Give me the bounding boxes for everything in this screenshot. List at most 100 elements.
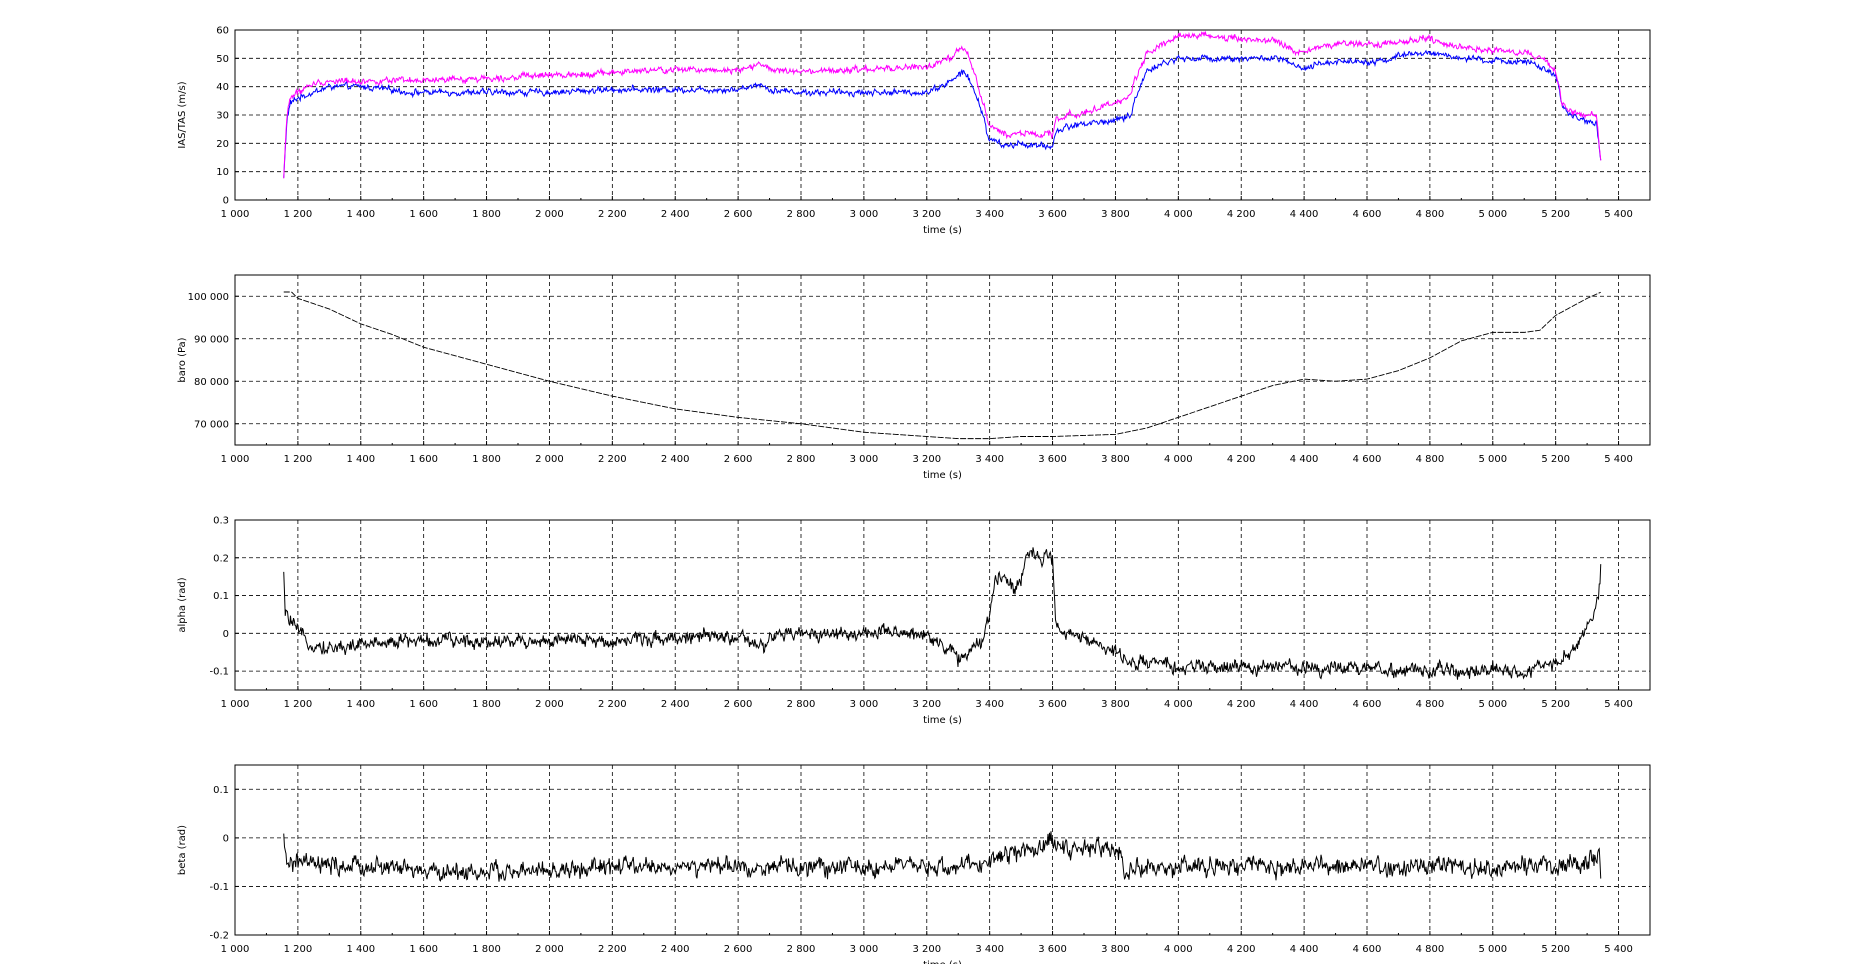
y-tick-label: 40	[216, 82, 229, 93]
y-tick-label: 0	[223, 629, 229, 640]
x-tick-label: 3 200	[912, 209, 941, 220]
x-tick-label: 5 400	[1604, 699, 1633, 710]
x-tick-label: 4 600	[1353, 454, 1382, 465]
plot-frame	[234, 764, 1651, 936]
series-line-1	[283, 49, 1602, 178]
x-tick-label: 3 800	[1101, 209, 1130, 220]
x-tick-label: 5 000	[1478, 944, 1507, 955]
y-axis-title: baro (Pa)	[177, 337, 188, 382]
x-tick-label: 3 600	[1038, 209, 1067, 220]
x-tick-label: 2 200	[598, 209, 627, 220]
x-tick-label: 2 000	[535, 209, 564, 220]
x-tick-label: 5 000	[1478, 454, 1507, 465]
x-tick-label: 5 200	[1541, 209, 1570, 220]
x-tick-label: 1 200	[284, 944, 313, 955]
plot-frame	[234, 274, 1651, 446]
x-tick-label: 4 200	[1227, 454, 1256, 465]
chart-panel-2: 1 000 1 200 1 400 1 600 1 800 2 000 2 200 2 400…	[177, 274, 1651, 481]
y-axis-title: IAS/TAS (m/s)	[177, 81, 188, 148]
x-tick-label: 2 000	[535, 944, 564, 955]
x-axis-title: time (s)	[923, 470, 962, 481]
x-tick-label: 3 600	[1038, 944, 1067, 955]
y-tick-label: 30	[216, 111, 229, 122]
y-tick-label: 90 000	[194, 334, 229, 345]
x-tick-label: 1 600	[409, 944, 438, 955]
x-tick-label: 2 800	[787, 944, 816, 955]
x-tick-label: 5 200	[1541, 454, 1570, 465]
x-axis-title: time (s)	[923, 225, 962, 236]
x-tick-label: 5 400	[1604, 944, 1633, 955]
x-tick-label: 1 600	[409, 454, 438, 465]
x-tick-label: 1 600	[409, 699, 438, 710]
y-tick-label: 0.3	[213, 516, 229, 527]
x-tick-label: 4 800	[1416, 944, 1445, 955]
x-tick-label: 3 000	[850, 454, 879, 465]
y-tick-label: 100 000	[188, 292, 229, 303]
y-tick-label: 70 000	[194, 419, 229, 430]
x-tick-label: 1 000	[221, 454, 250, 465]
x-tick-label: 4 800	[1416, 209, 1445, 220]
x-tick-label: 3 800	[1101, 699, 1130, 710]
x-tick-label: 2 400	[661, 699, 690, 710]
x-tick-label: 2 800	[787, 699, 816, 710]
x-tick-label: 2 000	[535, 454, 564, 465]
y-axis-title: alpha (rad)	[177, 577, 188, 632]
x-tick-label: 3 200	[912, 454, 941, 465]
x-tick-label: 2 600	[724, 209, 753, 220]
x-tick-label: 4 000	[1164, 209, 1193, 220]
x-tick-label: 2 600	[724, 944, 753, 955]
series-line-1	[283, 547, 1602, 680]
x-tick-label: 4 600	[1353, 209, 1382, 220]
x-tick-label: 4 800	[1416, 454, 1445, 465]
x-tick-label: 1 800	[472, 454, 501, 465]
x-tick-label: 5 200	[1541, 944, 1570, 955]
x-tick-label: 1 600	[409, 209, 438, 220]
x-tick-label: 5 000	[1478, 699, 1507, 710]
x-tick-label: 1 400	[346, 699, 375, 710]
x-tick-label: 3 200	[912, 944, 941, 955]
y-tick-label: 10	[216, 167, 229, 178]
y-tick-label: 0	[223, 833, 229, 844]
x-tick-label: 2 200	[598, 699, 627, 710]
x-tick-label: 3 000	[850, 699, 879, 710]
plot-frame	[234, 519, 1651, 691]
x-tick-label: 4 400	[1290, 699, 1319, 710]
x-tick-label: 3 000	[850, 209, 879, 220]
x-tick-label: 2 000	[535, 699, 564, 710]
x-tick-label: 1 000	[221, 209, 250, 220]
x-tick-label: 4 600	[1353, 699, 1382, 710]
series-line-1	[283, 831, 1602, 882]
y-tick-label: 20	[216, 139, 229, 150]
x-tick-label: 4 400	[1290, 454, 1319, 465]
x-tick-label: 1 400	[346, 454, 375, 465]
series-line-2	[283, 30, 1602, 179]
x-tick-label: 5 000	[1478, 209, 1507, 220]
x-tick-label: 1 200	[284, 209, 313, 220]
x-tick-label: 5 400	[1604, 209, 1633, 220]
x-tick-label: 4 200	[1227, 699, 1256, 710]
x-tick-label: 1 400	[346, 944, 375, 955]
y-tick-label: -0.1	[209, 667, 229, 678]
chart-panel-1: 1 000 1 200 1 400 1 600 1 800 2 000 2 200 2 400…	[177, 26, 1651, 236]
x-tick-label: 2 200	[598, 454, 627, 465]
chart-panel-3: 1 000 1 200 1 400 1 600 1 800 2 000 2 200 2 400…	[177, 516, 1651, 726]
x-tick-label: 2 600	[724, 454, 753, 465]
y-tick-label: 0.2	[213, 553, 229, 564]
y-tick-label: 50	[216, 54, 229, 65]
x-tick-label: 1 000	[221, 944, 250, 955]
y-tick-label: 0.1	[213, 785, 229, 796]
x-tick-label: 4 200	[1227, 944, 1256, 955]
x-tick-label: 1 200	[284, 454, 313, 465]
x-tick-label: 1 800	[472, 944, 501, 955]
x-tick-label: 4 000	[1164, 944, 1193, 955]
x-tick-label: 4 600	[1353, 944, 1382, 955]
x-tick-label: 1 000	[221, 699, 250, 710]
x-tick-label: 3 600	[1038, 454, 1067, 465]
y-tick-label: 0	[223, 196, 229, 207]
x-tick-label: 5 200	[1541, 699, 1570, 710]
y-axis-title: beta (rad)	[177, 825, 188, 875]
x-tick-label: 1 400	[346, 209, 375, 220]
y-tick-label: -0.1	[209, 882, 229, 893]
x-tick-label: 1 800	[472, 699, 501, 710]
y-tick-label: 0.1	[213, 591, 229, 602]
